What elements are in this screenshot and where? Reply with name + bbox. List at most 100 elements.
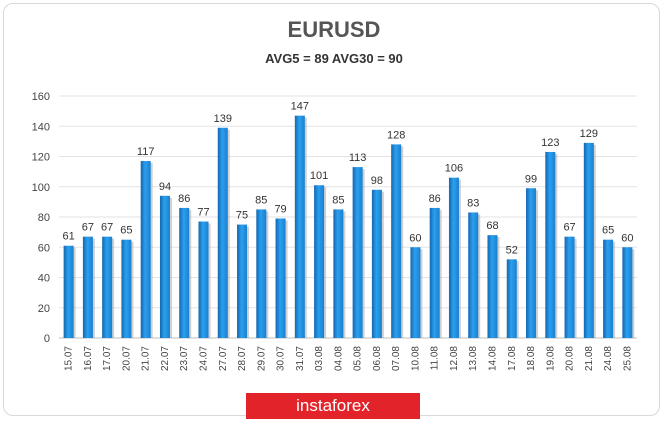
y-tick-label: 120	[32, 152, 50, 164]
x-tick-label: 03.08	[314, 346, 325, 371]
y-tick-label: 160	[32, 91, 50, 103]
bar	[410, 247, 421, 338]
bar	[256, 209, 267, 338]
y-tick-label: 100	[32, 182, 50, 194]
bar	[583, 142, 594, 338]
data-label: 128	[387, 129, 405, 141]
bar	[314, 185, 325, 338]
data-label: 67	[101, 222, 113, 234]
data-label: 123	[541, 137, 559, 149]
bar	[526, 188, 537, 338]
data-label: 129	[580, 128, 598, 140]
grid-lines	[59, 95, 637, 339]
x-tick-label: 29.07	[256, 346, 267, 371]
chart-frame: EURUSD AVG5 = 89 AVG30 = 90 0 20 40 60 80 100…	[3, 3, 660, 416]
x-tick-label: 07.08	[391, 346, 402, 371]
x-tick-label: 06.08	[372, 346, 383, 371]
data-label: 68	[486, 220, 498, 232]
y-tick-label: 0	[44, 333, 50, 345]
data-label: 86	[178, 193, 190, 205]
bar	[275, 218, 286, 338]
bar	[333, 209, 344, 338]
x-tick-label: 10.08	[410, 346, 421, 371]
bar	[159, 195, 170, 338]
x-tick-label: 20.08	[565, 346, 576, 371]
x-tick-label: 04.08	[333, 346, 344, 371]
data-label: 67	[563, 222, 575, 234]
data-label: 99	[525, 173, 537, 185]
x-tick-label: 24.07	[199, 346, 210, 371]
x-tick-label: 24.08	[603, 346, 614, 371]
bar	[82, 236, 93, 338]
bar	[371, 189, 382, 338]
data-label: 65	[602, 225, 614, 237]
x-tick-label: 05.08	[353, 346, 364, 371]
data-label: 86	[429, 193, 441, 205]
bar	[63, 245, 74, 338]
bar	[198, 221, 209, 338]
bar	[564, 236, 575, 338]
data-labels: 61 67 67 65 117 94 86 77 139 75 85 79 147 101 85 113 98 1…	[63, 101, 634, 257]
y-axis: 0 20 40 60 80 100 120 140 160	[32, 91, 50, 345]
data-label: 85	[255, 194, 267, 206]
data-label: 60	[621, 232, 633, 244]
x-tick-label: 22.07	[160, 346, 171, 371]
x-tick-label: 17.07	[102, 346, 113, 371]
x-tick-label: 23.07	[179, 346, 190, 371]
x-tick-label: 21.07	[141, 346, 152, 371]
data-label: 139	[214, 113, 232, 125]
data-label: 85	[332, 194, 344, 206]
bar	[487, 235, 498, 338]
x-tick-label: 27.07	[218, 346, 229, 371]
bar	[391, 144, 402, 338]
bar	[622, 247, 633, 338]
chart-title: EURUSD	[288, 17, 381, 42]
x-tick-label: 28.07	[237, 346, 248, 371]
y-tick-label: 60	[38, 242, 50, 254]
x-tick-label: 19.08	[545, 346, 556, 371]
x-tick-label: 11.08	[430, 346, 441, 371]
data-label: 101	[310, 170, 328, 182]
bar	[121, 239, 132, 338]
data-label: 117	[137, 146, 155, 158]
instaforex-logo: instaforex	[246, 393, 420, 419]
chart-subtitle: AVG5 = 89 AVG30 = 90	[265, 51, 403, 66]
x-tick-label: 14.08	[488, 346, 499, 371]
x-tick-label: 12.08	[449, 346, 460, 371]
data-label: 60	[409, 232, 421, 244]
x-tick-label: 13.08	[468, 346, 479, 371]
bar	[429, 207, 440, 338]
bar	[179, 207, 190, 338]
bar	[102, 236, 113, 338]
bar	[140, 161, 151, 338]
x-tick-label: 18.08	[526, 346, 537, 371]
data-label: 77	[197, 207, 209, 219]
data-label: 79	[274, 204, 286, 216]
data-label: 113	[349, 152, 367, 164]
bar	[603, 239, 614, 338]
x-tick-label: 16.07	[83, 346, 94, 371]
x-tick-label: 15.07	[64, 346, 75, 371]
data-label: 83	[467, 197, 479, 209]
data-label: 52	[506, 244, 518, 256]
bars	[63, 115, 635, 338]
data-label: 94	[159, 181, 171, 193]
bar	[468, 212, 479, 338]
x-tick-label: 31.07	[295, 346, 306, 371]
y-tick-label: 80	[38, 212, 50, 224]
data-label: 98	[371, 175, 383, 187]
x-tick-label: 17.08	[507, 346, 518, 371]
bar	[237, 224, 248, 338]
bar-chart: EURUSD AVG5 = 89 AVG30 = 90 0 20 40 60 80 100…	[32, 17, 637, 371]
data-label: 67	[82, 222, 94, 234]
x-tick-label: 25.08	[622, 346, 633, 371]
bar	[545, 151, 556, 338]
bar	[448, 177, 459, 338]
x-tick-label: 20.07	[121, 346, 132, 371]
y-tick-label: 140	[32, 121, 50, 133]
data-label: 65	[120, 225, 132, 237]
bar	[352, 167, 363, 338]
data-label: 106	[445, 163, 463, 175]
y-tick-label: 20	[38, 303, 50, 315]
bar	[217, 127, 228, 338]
